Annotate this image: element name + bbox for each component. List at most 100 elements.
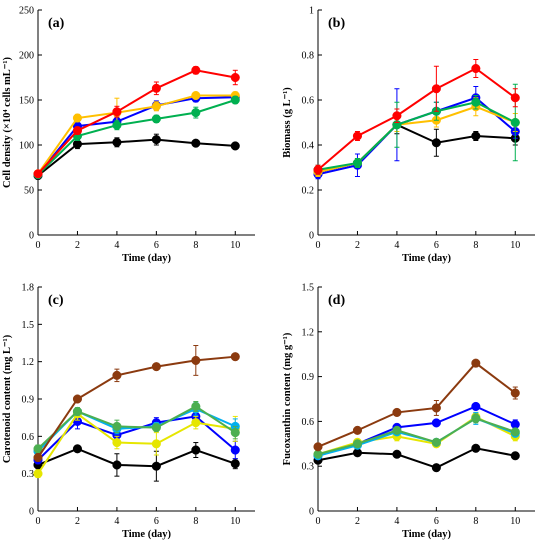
data-point <box>151 461 161 471</box>
series-line <box>37 447 236 468</box>
x-tick-label: 6 <box>154 516 159 527</box>
series-line <box>37 94 236 175</box>
data-point <box>72 126 83 136</box>
panel-label: (b) <box>328 16 345 31</box>
y-tick-label: 0 <box>309 507 314 518</box>
chart-panel: 0 0.3 0.6 0.9 1.2 1.5 0 2 4 6 8 10 Time (day) Fucoxan… <box>282 283 535 540</box>
data-point <box>191 355 201 365</box>
data-point <box>151 101 161 111</box>
x-axis-title: Time (day) <box>122 253 172 264</box>
x-tick-label: 4 <box>114 516 119 527</box>
y-tick-label: 150 <box>19 96 34 107</box>
x-axis-title: Time (day) <box>402 529 452 540</box>
x-tick-label: 6 <box>434 240 439 251</box>
y-tick-label: 1.5 <box>302 283 315 294</box>
data-series <box>313 59 520 175</box>
x-tick-label: 10 <box>510 516 520 527</box>
data-point <box>230 459 240 469</box>
x-tick-label: 6 <box>434 516 439 527</box>
data-point <box>471 131 481 141</box>
data-point <box>191 418 201 428</box>
x-tick-label: 8 <box>193 240 198 251</box>
series-line <box>317 67 516 171</box>
data-point <box>392 407 402 417</box>
data-point <box>392 111 402 121</box>
chart-panel: 0 0.3 0.6 0.9 1.2 1.5 1.8 0 2 4 6 8 10 Time (day) Caro… <box>2 283 255 540</box>
data-point <box>112 137 122 147</box>
y-tick-label: 0.6 <box>302 417 315 428</box>
data-point <box>392 449 402 459</box>
data-point <box>112 120 122 130</box>
y-tick-label: 1.8 <box>22 283 35 294</box>
x-tick-label: 2 <box>75 516 80 527</box>
data-point <box>151 362 161 372</box>
data-series <box>33 65 240 179</box>
data-series <box>313 413 520 459</box>
data-point <box>230 72 240 83</box>
data-series <box>33 90 240 179</box>
y-tick-label: 1.5 <box>22 320 35 331</box>
data-point <box>151 439 161 449</box>
data-point <box>392 425 402 435</box>
y-tick-label: 0.9 <box>22 395 35 406</box>
data-point <box>313 442 323 452</box>
y-tick-label: 50 <box>24 186 34 197</box>
data-point <box>352 158 363 168</box>
data-point <box>431 437 441 447</box>
data-point <box>191 65 201 75</box>
panel-label: (c) <box>48 293 64 308</box>
y-tick-label: 1.2 <box>22 357 35 368</box>
x-tick-label: 0 <box>316 240 321 251</box>
y-tick-label: 0.6 <box>302 96 315 107</box>
data-point <box>151 423 161 433</box>
data-point <box>313 165 323 175</box>
y-tick-label: 0 <box>29 507 34 518</box>
data-point <box>431 84 441 94</box>
y-tick-label: 1 <box>309 6 314 17</box>
panel-label: (d) <box>328 293 345 308</box>
series-line <box>37 405 236 450</box>
x-tick-label: 10 <box>510 240 520 251</box>
x-tick-label: 4 <box>394 240 399 251</box>
chart-panel: 0 50 100 150 200 250 0 2 4 6 8 10 Time (day) Cell den… <box>2 6 255 264</box>
data-point <box>230 352 240 362</box>
y-tick-label: 0.4 <box>302 141 315 152</box>
x-tick-label: 0 <box>36 516 41 527</box>
y-tick-label: 0.9 <box>302 372 315 383</box>
data-point <box>72 406 83 416</box>
data-point <box>230 95 240 105</box>
data-point <box>112 438 122 448</box>
data-point <box>471 97 481 107</box>
data-point <box>431 463 441 473</box>
data-point <box>112 370 122 380</box>
data-point <box>191 108 201 118</box>
data-point <box>191 90 201 101</box>
y-tick-label: 250 <box>19 6 34 17</box>
panel-label: (a) <box>48 16 65 31</box>
y-axis-title: Biomass (g L⁻¹) <box>282 87 293 158</box>
x-tick-label: 0 <box>36 240 41 251</box>
x-tick-label: 0 <box>316 516 321 527</box>
x-tick-label: 8 <box>473 240 478 251</box>
series-line <box>37 412 236 475</box>
x-tick-label: 2 <box>355 240 360 251</box>
data-point <box>112 460 122 470</box>
data-point <box>510 451 520 461</box>
data-point <box>191 445 201 455</box>
series-line <box>317 101 516 171</box>
data-point <box>72 394 83 404</box>
data-point <box>352 425 363 435</box>
series-line <box>37 69 236 175</box>
data-point <box>352 131 363 141</box>
series-line <box>37 415 236 461</box>
y-axis-title: Carotenoid content (mg L⁻¹) <box>2 334 13 463</box>
data-point <box>230 141 240 151</box>
data-series <box>313 358 520 452</box>
data-point <box>112 421 122 431</box>
x-tick-label: 10 <box>230 240 240 251</box>
data-point <box>112 107 122 117</box>
y-tick-label: 0 <box>29 231 34 242</box>
x-tick-label: 8 <box>193 516 198 527</box>
